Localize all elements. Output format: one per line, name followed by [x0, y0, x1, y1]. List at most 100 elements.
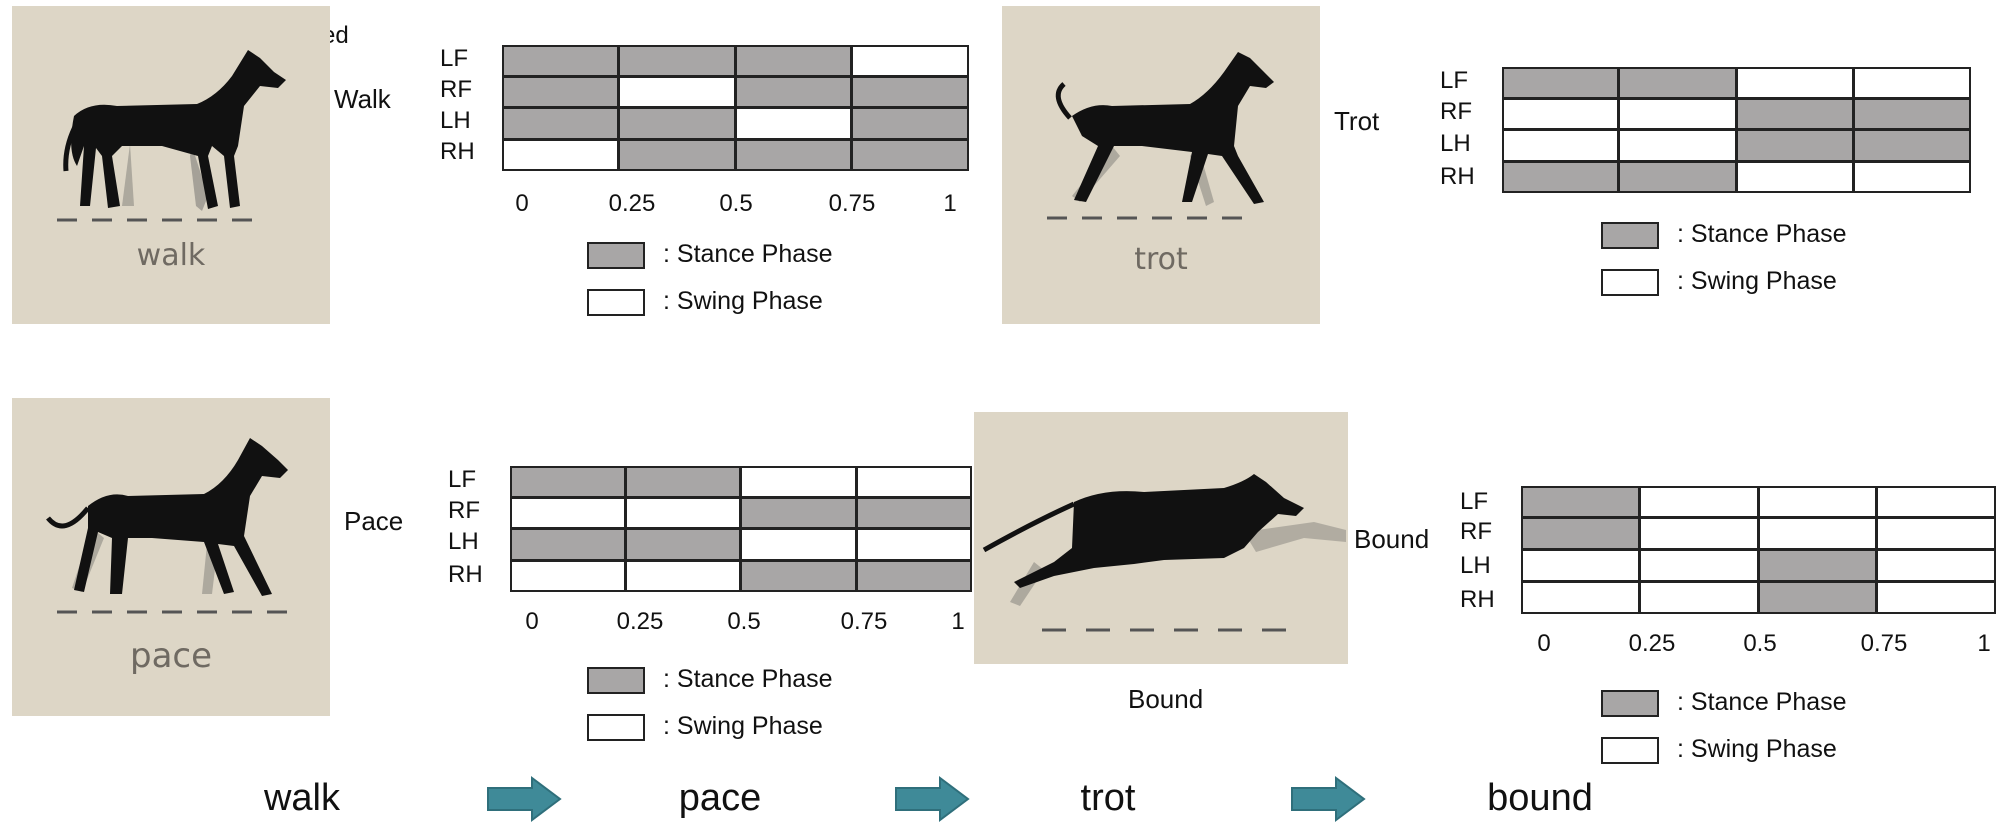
stance-swatch: [587, 242, 645, 269]
stance-cell: [617, 107, 736, 140]
pace-tick: 0.5: [727, 608, 761, 635]
walk-row-label: RF: [440, 76, 472, 103]
bound-row-label: RF: [1460, 518, 1492, 545]
pacing-dog-silhouette: [46, 438, 288, 614]
bound-tick: 0.5: [1743, 630, 1777, 657]
stance-cell: [851, 75, 969, 108]
walk-tick: 0.5: [719, 190, 753, 217]
swing-cell: [1852, 67, 1971, 99]
swing-cell: [1638, 517, 1759, 550]
swing-cell: [1521, 549, 1640, 582]
swing-cell: [1638, 581, 1759, 614]
pace-gait-label: Pace: [344, 506, 404, 536]
pace-tick: 0.25: [616, 608, 664, 635]
swing-cell: [1618, 97, 1737, 130]
swing-cell: [617, 75, 736, 108]
walk-gait-label: Walk: [334, 84, 391, 114]
walk-row-label: LH: [440, 107, 471, 134]
pace-row-label: LF: [448, 466, 477, 493]
walk-tick: 1: [943, 190, 957, 217]
pace-photo-caption: pace: [129, 636, 213, 676]
sequence-bound: bound: [1487, 777, 1593, 819]
walk-phase-grid: [502, 45, 969, 171]
arrow-right-icon: [895, 776, 970, 822]
walking-dog-silhouette: [57, 50, 286, 222]
swing-legend-label: : Swing Phase: [1677, 735, 1837, 763]
bound-phase-grid: [1521, 486, 1996, 614]
bound-gait-label: Bound: [1354, 524, 1430, 554]
trot-photo-caption: trot: [1134, 242, 1188, 277]
trot-row-label: LF: [1440, 67, 1469, 94]
bounding-dog-silhouette: [982, 474, 1346, 632]
swing-cell: [1876, 517, 1996, 550]
swing-cell: [1876, 549, 1996, 582]
pace-row-label: RF: [448, 497, 480, 524]
stance-cell: [734, 138, 853, 171]
walk-tick: 0: [515, 190, 529, 217]
stance-cell: [855, 559, 972, 592]
stance-cell: [740, 559, 857, 592]
pace-dog-photo: pace: [12, 398, 330, 716]
swing-cell: [740, 466, 857, 498]
pace-row-label: LH: [448, 528, 479, 555]
bound-photo-caption: Bound: [1128, 684, 1204, 714]
swing-swatch: [1601, 737, 1659, 764]
stance-cell: [1502, 67, 1620, 99]
swing-cell: [1618, 129, 1737, 162]
bound-row-label: LF: [1460, 488, 1489, 515]
stance-cell: [510, 528, 626, 561]
stance-swatch: [1601, 222, 1659, 249]
walk-photo-caption: walk: [136, 238, 206, 273]
stance-cell: [1735, 129, 1854, 162]
swing-cell: [740, 528, 857, 561]
bound-tick: 0.25: [1628, 630, 1676, 657]
stance-legend-label: : Stance Phase: [663, 665, 833, 693]
sequence-walk: walk: [263, 777, 341, 819]
stance-cell: [617, 138, 736, 171]
stance-cell: [1735, 97, 1854, 130]
stance-cell: [1502, 160, 1620, 193]
swing-cell: [851, 45, 969, 77]
swing-cell: [855, 466, 972, 498]
walk-tick: 0.75: [828, 190, 876, 217]
stance-cell: [502, 107, 619, 140]
swing-cell: [510, 496, 626, 529]
stance-cell: [1757, 581, 1878, 614]
stance-cell: [624, 466, 741, 498]
stance-cell: [617, 45, 736, 77]
swing-cell: [1876, 581, 1996, 614]
stance-cell: [510, 466, 626, 498]
pace-tick: 0.75: [840, 608, 888, 635]
arrow-right-icon: [1291, 776, 1366, 822]
stance-cell: [734, 75, 853, 108]
trot-gait-label: Trot: [1334, 106, 1380, 136]
swing-cell: [1757, 517, 1878, 550]
stance-cell: [624, 528, 741, 561]
trot-dog-photo: trot: [1002, 6, 1320, 324]
swing-cell: [734, 107, 853, 140]
pace-row-label: RH: [448, 561, 483, 588]
swing-cell: [1876, 486, 1996, 518]
stance-cell: [1852, 97, 1971, 130]
sequence-pace: pace: [678, 777, 762, 819]
stance-cell: [734, 45, 853, 77]
pace-tick: 0: [525, 608, 539, 635]
stance-legend-label: : Stance Phase: [1677, 688, 1847, 716]
stance-cell: [1618, 160, 1737, 193]
bound-tick: 0.75: [1860, 630, 1908, 657]
swing-cell: [1502, 97, 1620, 130]
swing-cell: [1852, 160, 1971, 193]
swing-cell: [1638, 549, 1759, 582]
swing-swatch: [1601, 269, 1659, 296]
swing-cell: [624, 496, 741, 529]
bound-row-label: LH: [1460, 552, 1491, 579]
walk-tick: 0.25: [608, 190, 656, 217]
stance-legend-label: : Stance Phase: [663, 240, 833, 268]
swing-cell: [1521, 581, 1640, 614]
stance-cell: [855, 496, 972, 529]
trot-phase-grid: [1502, 67, 1971, 193]
stance-swatch: [1601, 690, 1659, 717]
bound-row-label: RH: [1460, 586, 1495, 613]
swing-cell: [510, 559, 626, 592]
swing-cell: [1502, 129, 1620, 162]
